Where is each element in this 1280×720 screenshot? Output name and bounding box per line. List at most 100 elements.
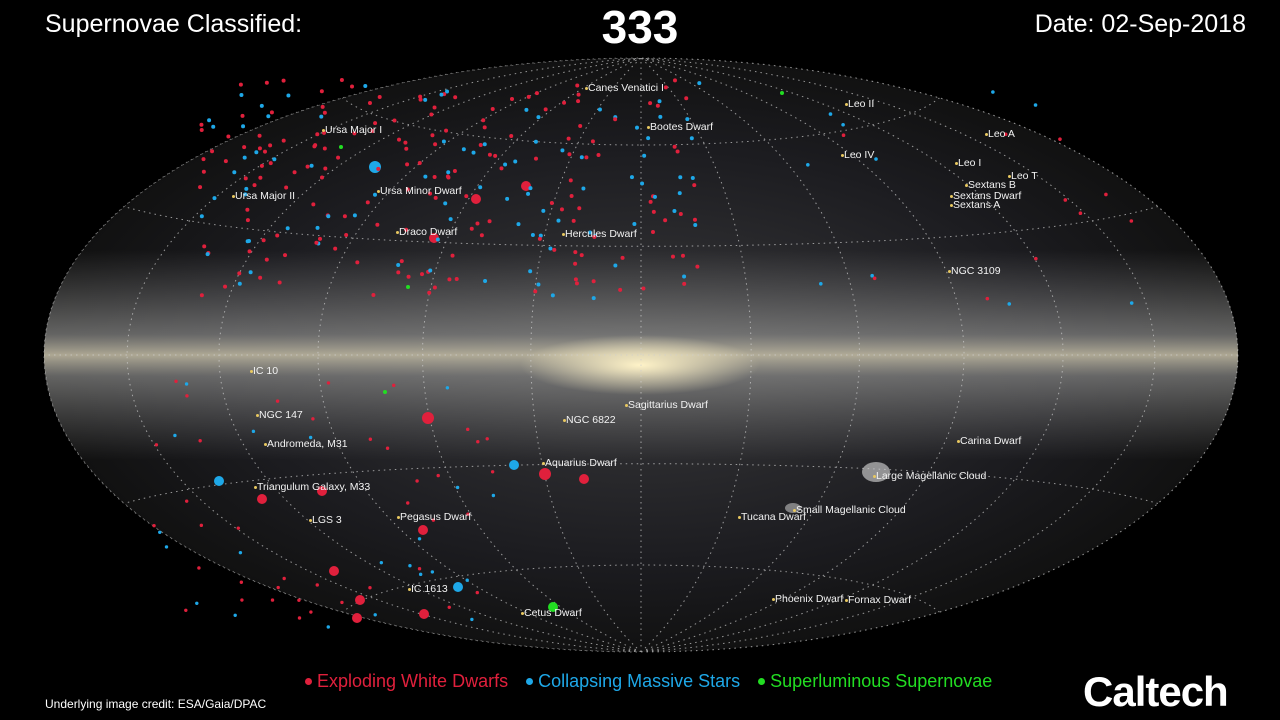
galaxy-label: Leo A <box>985 128 1015 140</box>
galaxy-label: NGC 147 <box>256 409 303 421</box>
white-dwarf-point <box>447 277 452 282</box>
coordinate-grid <box>44 58 1238 652</box>
white-dwarf-point <box>376 166 381 171</box>
white-dwarf-point <box>430 133 435 138</box>
white-dwarf-point <box>336 155 341 160</box>
white-dwarf-point <box>1078 211 1083 215</box>
white-dwarf-point <box>695 264 700 269</box>
white-dwarf-point <box>573 277 578 282</box>
galaxy-label: NGC 6822 <box>563 414 616 426</box>
white-dwarf-point <box>392 383 396 388</box>
white-dwarf-point <box>184 608 188 612</box>
white-dwarf-point <box>259 163 264 168</box>
white-dwarf-point <box>592 234 597 239</box>
massive-star-point <box>233 613 237 617</box>
white-dwarf-point <box>406 501 410 505</box>
massive-star-point <box>538 233 543 238</box>
white-dwarf-point <box>415 479 419 483</box>
white-dwarf-point <box>464 194 469 199</box>
massive-star-point <box>205 252 210 257</box>
white-dwarf-point <box>672 144 677 149</box>
white-dwarf-point <box>317 486 327 496</box>
grid-meridian <box>421 58 642 652</box>
white-dwarf-point <box>184 499 189 503</box>
legend-label: Superluminous Supernovae <box>770 671 993 691</box>
massive-star-point <box>259 103 264 108</box>
white-dwarf-point <box>682 281 687 286</box>
galaxy-label: Phoenix Dwarf <box>772 593 843 605</box>
white-dwarf-point <box>692 217 697 222</box>
superluminous-point <box>780 91 784 95</box>
white-dwarf-point <box>305 164 310 169</box>
massive-star-point <box>248 270 253 275</box>
massive-star-point <box>1129 301 1134 305</box>
massive-star-point <box>238 550 243 555</box>
white-dwarf-point <box>552 247 557 252</box>
white-dwarf-point <box>418 94 423 99</box>
white-dwarf-point <box>618 287 623 292</box>
massive-star-point <box>453 582 463 592</box>
superluminous-point <box>548 602 558 612</box>
massive-star-point <box>482 142 487 147</box>
title-label: Supernovae Classified: <box>45 10 303 38</box>
massive-star-point <box>212 196 217 201</box>
massive-star-point <box>524 107 529 112</box>
white-dwarf-point <box>350 84 355 89</box>
massive-star-point <box>613 263 618 268</box>
white-dwarf-point <box>275 233 280 238</box>
massive-star-point <box>448 217 453 222</box>
white-dwarf-point <box>663 218 668 223</box>
massive-star-point <box>309 163 314 168</box>
white-dwarf-point <box>478 142 483 147</box>
white-dwarf-point <box>268 143 273 148</box>
white-dwarf-point <box>236 526 240 530</box>
white-dwarf-point <box>490 107 495 112</box>
massive-star-point <box>629 175 634 180</box>
white-dwarf-point <box>368 437 373 441</box>
white-dwarf-point <box>198 439 202 443</box>
massive-star-point <box>418 572 423 577</box>
white-dwarf-point <box>340 600 344 605</box>
white-dwarf-point <box>447 605 451 610</box>
massive-star-point <box>207 118 212 123</box>
white-dwarf-point <box>239 580 244 584</box>
white-dwarf-point <box>210 149 215 154</box>
white-dwarf-point <box>453 95 458 100</box>
galaxy-label: LGS 3 <box>309 514 342 526</box>
white-dwarf-point <box>320 104 325 109</box>
massive-star-point <box>232 170 237 175</box>
white-dwarf-point <box>663 85 668 90</box>
white-dwarf-point <box>365 200 370 205</box>
massive-star-point <box>1007 302 1012 306</box>
massive-star-point <box>470 617 474 622</box>
massive-star-point <box>326 625 330 629</box>
galaxy-label: NGC 3109 <box>948 265 1001 277</box>
grid-meridian <box>640 58 1064 652</box>
white-dwarf-point <box>399 259 404 264</box>
white-dwarf-point <box>543 107 548 112</box>
massive-star-point <box>461 147 466 152</box>
white-dwarf-point <box>339 78 344 83</box>
white-dwarf-point <box>396 270 401 275</box>
lmc-glow <box>862 462 890 482</box>
white-dwarf-point <box>427 290 432 295</box>
white-dwarf-point <box>257 494 267 504</box>
white-dwarf-point <box>202 244 207 249</box>
massive-star-point <box>591 296 596 301</box>
massive-star-point <box>435 237 440 242</box>
white-dwarf-point <box>269 110 274 115</box>
white-dwarf-point <box>1063 198 1068 202</box>
white-dwarf-point <box>433 142 438 147</box>
legend: Exploding White Dwarfs Collapsing Massiv… <box>305 671 992 692</box>
massive-star-point <box>214 476 224 486</box>
massive-star-point <box>247 238 252 243</box>
white-dwarf-point <box>466 512 470 516</box>
white-dwarf-point <box>432 285 437 290</box>
galaxy-label: IC 1613 <box>408 583 448 595</box>
white-dwarf-point <box>510 96 515 101</box>
white-dwarf-point <box>579 253 584 258</box>
white-dwarf-point <box>323 166 328 171</box>
massive-star-point <box>509 460 519 470</box>
galaxy-label: Ursa Major I <box>322 124 382 136</box>
massive-star-point <box>423 174 428 179</box>
